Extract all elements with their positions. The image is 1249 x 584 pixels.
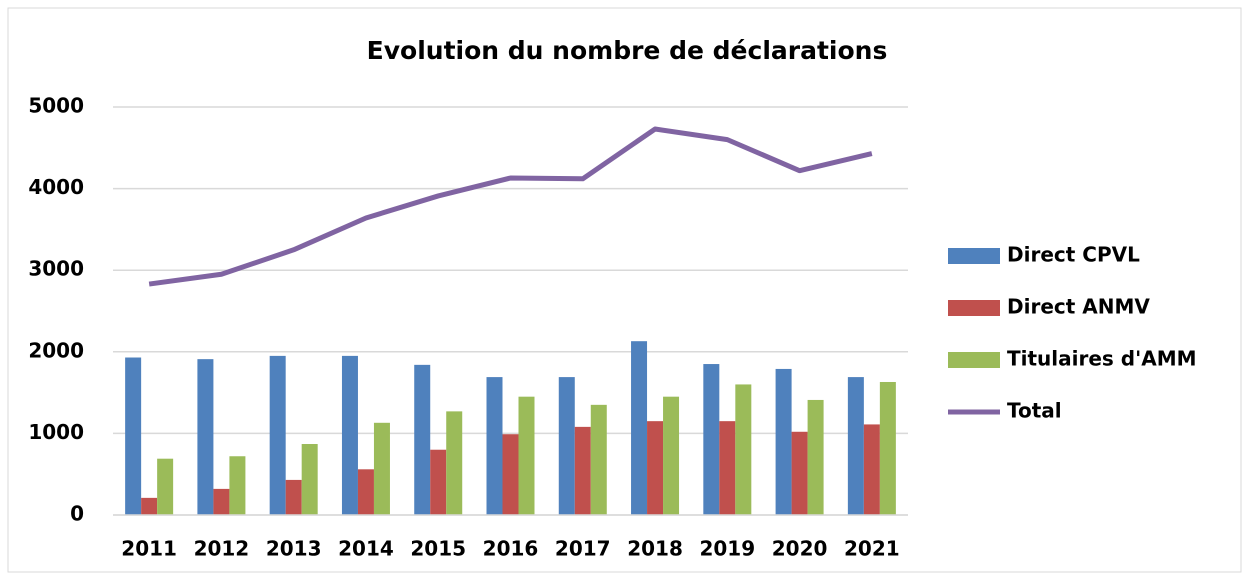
y-tick-label: 2000 [28, 338, 84, 362]
x-tick-label: 2018 [627, 537, 683, 561]
bar [502, 434, 519, 515]
chart-frame [7, 7, 1242, 573]
bar [357, 469, 374, 515]
bar [414, 364, 431, 515]
bar [590, 404, 607, 515]
legend-swatch [948, 248, 1000, 264]
line [148, 126, 873, 287]
chart-title: Evolution du nombre de déclarations [367, 36, 888, 65]
bar [269, 355, 286, 515]
bar [301, 444, 318, 515]
bar [141, 497, 158, 515]
bar [213, 488, 230, 515]
x-tick-label: 2015 [410, 537, 466, 561]
bar [663, 396, 680, 515]
legend-label: Direct ANMV [1007, 295, 1150, 319]
bar [631, 341, 648, 515]
x-tick-label: 2021 [844, 537, 900, 561]
bar [647, 421, 664, 515]
legend-label: Direct CPVL [1007, 243, 1140, 267]
bar [807, 399, 824, 515]
bar [791, 431, 808, 515]
bar [719, 421, 736, 515]
y-tick-label: 1000 [28, 420, 84, 444]
bar [285, 479, 302, 515]
bar [341, 355, 358, 515]
bar [373, 422, 390, 515]
bar [703, 364, 720, 515]
y-tick-label: 0 [70, 502, 84, 526]
y-tick-label: 5000 [28, 94, 84, 118]
x-tick-label: 2014 [338, 537, 394, 561]
bar [229, 456, 246, 515]
bar [125, 357, 142, 515]
bar [558, 377, 575, 515]
y-tick-label: 3000 [28, 257, 84, 281]
bar [486, 377, 503, 515]
x-tick-label: 2011 [121, 537, 177, 561]
bar [879, 381, 896, 515]
legend-swatch [948, 300, 1000, 316]
bar [735, 384, 752, 515]
x-tick-label: 2017 [555, 537, 611, 561]
bar [157, 458, 174, 515]
x-tick-label: 2016 [483, 537, 539, 561]
x-tick-label: 2019 [699, 537, 755, 561]
legend-label: Total [1007, 399, 1062, 423]
legend-label: Titulaires d'AMM [1007, 347, 1197, 371]
x-tick-label: 2012 [194, 537, 250, 561]
x-tick-label: 2013 [266, 537, 322, 561]
bar [446, 411, 463, 515]
bar [518, 396, 535, 515]
bar [775, 368, 792, 515]
bar [430, 449, 447, 515]
legend-swatch [948, 352, 1000, 368]
y-tick-label: 4000 [28, 175, 84, 199]
bar [574, 426, 591, 515]
bar [197, 359, 214, 515]
bar [863, 424, 880, 515]
bar [847, 377, 864, 515]
x-tick-label: 2020 [772, 537, 828, 561]
